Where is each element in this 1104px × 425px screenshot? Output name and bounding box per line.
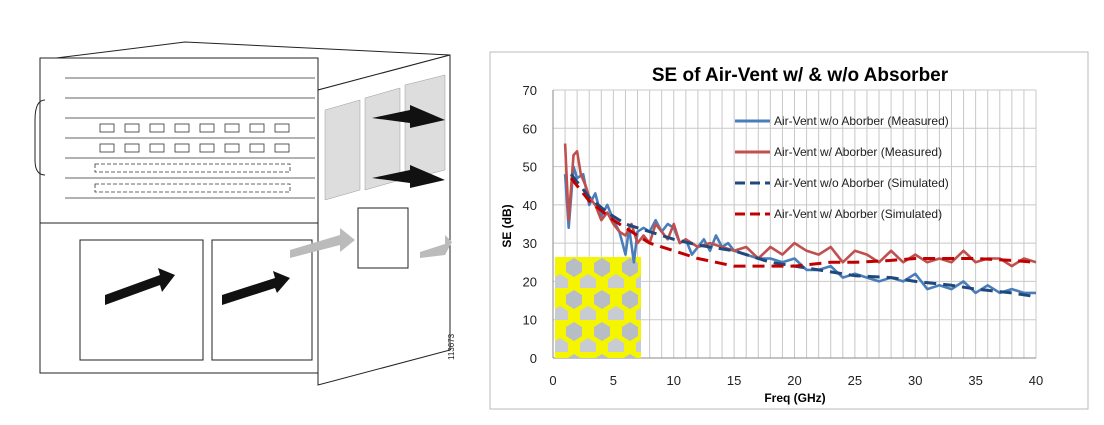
card-slots bbox=[65, 77, 315, 199]
x-tick-label: 40 bbox=[1029, 373, 1043, 388]
y-tick-label: 0 bbox=[530, 351, 537, 366]
legend-label-0: Air-Vent w/o Aborber (Measured) bbox=[774, 114, 949, 128]
x-tick-label: 5 bbox=[610, 373, 617, 388]
series-line-2 bbox=[569, 173, 1037, 299]
front-handle bbox=[34, 99, 46, 176]
grey-arrows bbox=[290, 228, 452, 258]
y-tick-label: 70 bbox=[523, 83, 537, 98]
airflow-arrows bbox=[105, 105, 445, 305]
chassis-illustration bbox=[34, 41, 452, 386]
hexagonal-mesh-inset bbox=[555, 257, 641, 358]
y-tick-label: 30 bbox=[523, 236, 537, 251]
x-tick-label: 0 bbox=[549, 373, 556, 388]
x-tick-label: 30 bbox=[908, 373, 922, 388]
x-tick-label: 15 bbox=[727, 373, 741, 388]
power-supply-2 bbox=[211, 239, 313, 361]
power-supply-1 bbox=[79, 239, 204, 361]
legend-label-3: Air-Vent w/ Aborber (Simulated) bbox=[774, 207, 942, 221]
side-handle bbox=[357, 207, 409, 269]
legend: Air-Vent w/o Aborber (Measured) Air-Vent … bbox=[735, 114, 949, 221]
chart-title: SE of Air-Vent w/ & w/o Absorber bbox=[652, 65, 949, 86]
x-tick-label: 10 bbox=[667, 373, 681, 388]
y-tick-label: 20 bbox=[523, 274, 537, 289]
chassis-front-cards bbox=[39, 57, 319, 224]
y-axis-label: SE (dB) bbox=[500, 204, 514, 247]
x-tick-label: 35 bbox=[968, 373, 982, 388]
y-tick-label: 60 bbox=[523, 121, 537, 136]
y-tick-label: 50 bbox=[523, 160, 537, 175]
x-tick-label: 20 bbox=[787, 373, 801, 388]
x-axis-label: Freq (GHz) bbox=[764, 391, 825, 405]
legend-label-1: Air-Vent w/ Aborber (Measured) bbox=[774, 145, 942, 159]
x-tick-label: 25 bbox=[848, 373, 862, 388]
side-vents bbox=[324, 74, 446, 201]
y-tick-label: 40 bbox=[523, 198, 537, 213]
series-line-3 bbox=[569, 177, 1037, 268]
ports bbox=[94, 123, 291, 193]
y-tick-label: 10 bbox=[523, 313, 537, 328]
legend-label-2: Air-Vent w/o Aborber (Simulated) bbox=[774, 176, 949, 190]
